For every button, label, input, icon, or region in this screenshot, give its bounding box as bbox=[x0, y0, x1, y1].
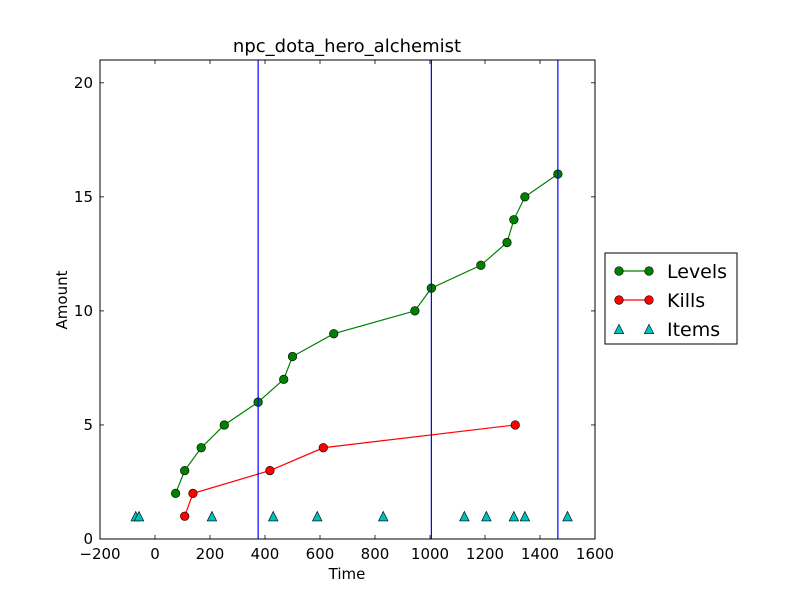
x-tick-label-2: 200 bbox=[196, 545, 225, 563]
y-tick-label-2: 10 bbox=[74, 302, 93, 320]
point-items-10 bbox=[562, 510, 573, 522]
point-items-3 bbox=[268, 510, 279, 522]
point-kills-0 bbox=[180, 511, 190, 521]
point-items-6 bbox=[459, 510, 470, 522]
x-tick-label-7: 1200 bbox=[466, 545, 504, 563]
legend-marker-items-1 bbox=[643, 323, 655, 335]
x-tick-label-5: 800 bbox=[361, 545, 390, 563]
point-items-9 bbox=[519, 510, 531, 522]
point-levels-0 bbox=[171, 488, 181, 498]
point-items-1 bbox=[133, 510, 145, 522]
legend-marker-kills-1 bbox=[644, 295, 654, 305]
x-tick-label-3: 400 bbox=[251, 545, 280, 563]
x-tick-label-8: 1400 bbox=[521, 545, 559, 563]
point-items-4 bbox=[312, 510, 323, 522]
point-levels-7 bbox=[329, 329, 339, 339]
y-tick-label-1: 5 bbox=[83, 416, 93, 434]
y-tick-label-4: 20 bbox=[74, 74, 93, 92]
chart-title: npc_dota_hero_alchemist bbox=[233, 36, 461, 57]
legend-label-kills: Kills bbox=[667, 290, 705, 312]
point-kills-4 bbox=[510, 420, 520, 430]
y-tick-label-3: 15 bbox=[74, 188, 93, 206]
point-items-5 bbox=[378, 510, 389, 522]
legend-marker-items-0 bbox=[613, 323, 625, 335]
x-tick-label-4: 600 bbox=[306, 545, 335, 563]
point-levels-2 bbox=[196, 443, 206, 453]
legend-marker-levels-0 bbox=[614, 266, 624, 276]
legend: Levels Kills Items bbox=[604, 252, 738, 345]
point-levels-11 bbox=[502, 237, 512, 248]
point-levels-3 bbox=[219, 420, 229, 430]
point-items-8 bbox=[508, 510, 520, 522]
legend-label-levels: Levels bbox=[667, 261, 727, 283]
point-kills-3 bbox=[318, 443, 328, 453]
point-items-2 bbox=[206, 510, 218, 522]
plot-frame bbox=[99, 59, 596, 540]
legend-box bbox=[604, 252, 738, 345]
x-tick-label-0: −200 bbox=[79, 545, 120, 563]
point-levels-12 bbox=[509, 215, 519, 225]
legend-marker-kills-0 bbox=[614, 295, 624, 305]
point-levels-8 bbox=[410, 306, 420, 316]
x-axis-label: Time bbox=[328, 565, 366, 583]
point-items-7 bbox=[481, 510, 492, 522]
point-kills-1 bbox=[188, 488, 198, 498]
y-axis-label: Amount bbox=[53, 270, 71, 329]
x-tick-label-9: 1600 bbox=[576, 545, 614, 563]
legend-label-items: Items bbox=[667, 319, 720, 341]
point-levels-13 bbox=[520, 192, 530, 202]
point-kills-2 bbox=[265, 465, 275, 476]
x-tick-label-1: 0 bbox=[150, 545, 160, 563]
point-levels-6 bbox=[287, 351, 298, 362]
point-levels-5 bbox=[279, 374, 289, 384]
legend-marker-levels-1 bbox=[644, 266, 654, 276]
x-tick-label-6: 1000 bbox=[411, 545, 449, 563]
y-tick-label-0: 0 bbox=[83, 530, 93, 548]
point-levels-10 bbox=[476, 260, 486, 270]
point-levels-1 bbox=[180, 465, 190, 476]
